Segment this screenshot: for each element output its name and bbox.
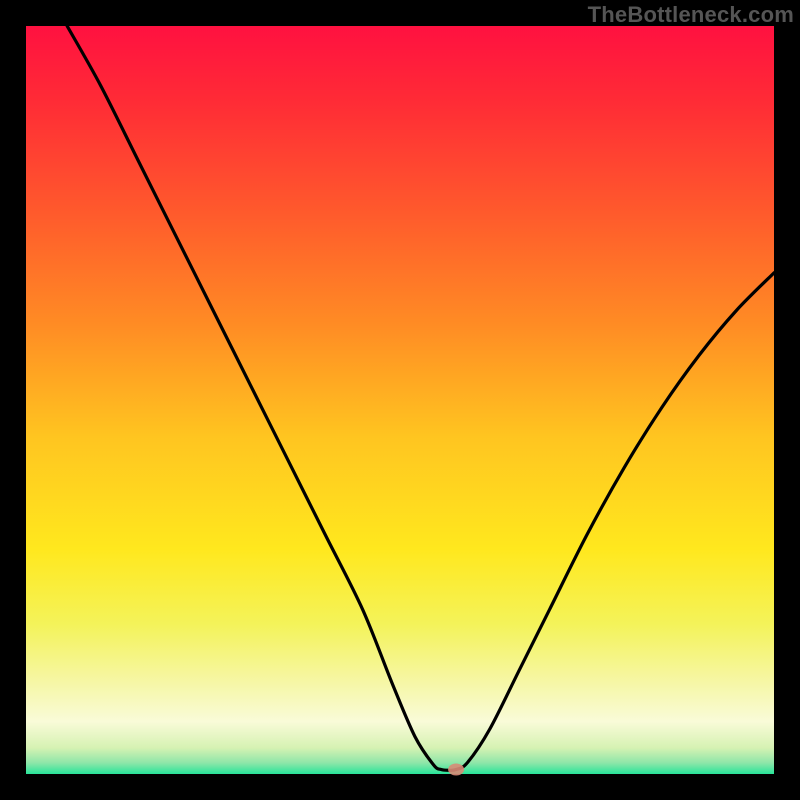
- chart-container: { "watermark": { "text": "TheBottleneck.…: [0, 0, 800, 800]
- bottleneck-chart: [0, 0, 800, 800]
- plot-area: [26, 26, 774, 774]
- watermark-text: TheBottleneck.com: [588, 2, 794, 28]
- optimum-marker: [448, 764, 464, 776]
